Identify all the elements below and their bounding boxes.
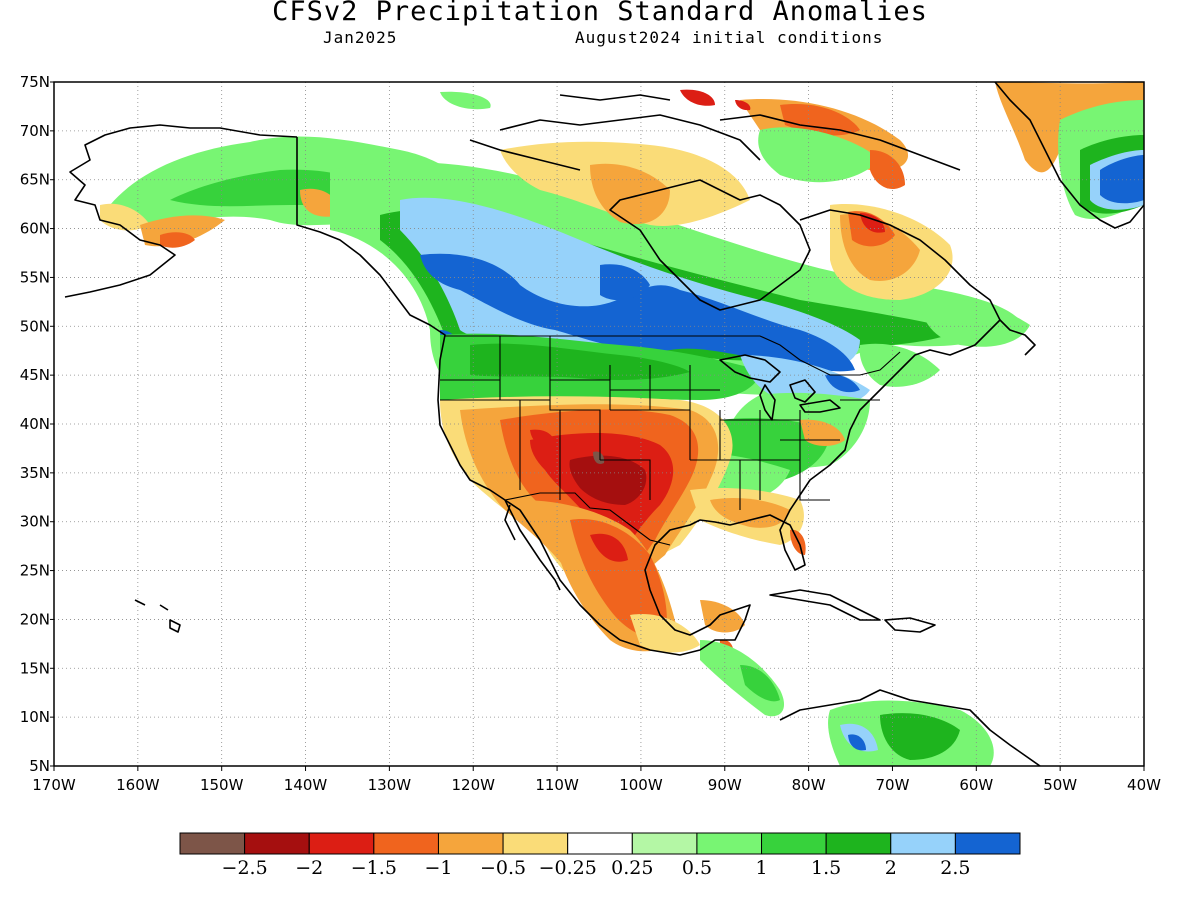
- latitude-labels: 75N 70N 65N 60N 55N 50N 45N 40N 35N 30N 25N 20N 15N 1…: [20, 73, 54, 775]
- lat-label: 10N: [20, 708, 50, 726]
- anomaly-region: [470, 343, 690, 380]
- colorbar: [179, 832, 1021, 855]
- anomaly-region: [825, 374, 860, 393]
- lat-label: 55N: [20, 268, 50, 286]
- anomaly-region: [530, 429, 555, 447]
- anomaly-region: [800, 419, 845, 446]
- colorbar-swatch: [437, 832, 504, 855]
- lat-label: 20N: [20, 610, 50, 628]
- colorbar-label: 1.5: [811, 857, 841, 879]
- colorbar-label: −0.5: [480, 857, 526, 879]
- coastlines: [64, 82, 1144, 766]
- colorbar-swatch: [244, 832, 310, 855]
- colorbar-label: 2.5: [940, 857, 970, 879]
- anomaly-region: [780, 104, 860, 136]
- chart-title: CFSv2 Precipitation Standard Anomalies: [272, 0, 928, 27]
- colorbar-label: −1.5: [351, 857, 397, 879]
- lon-label: 70W: [876, 776, 910, 794]
- colorbar-label: 0.25: [611, 857, 653, 879]
- anomaly-region: [870, 150, 905, 190]
- colorbar-swatch: [954, 832, 1021, 855]
- lon-label: 120W: [451, 776, 495, 794]
- lon-label: 150W: [200, 776, 244, 794]
- anomaly-region: [569, 455, 647, 505]
- lat-label: 65N: [20, 171, 50, 189]
- anomaly-region: [1100, 155, 1144, 204]
- lon-label: 90W: [708, 776, 742, 794]
- lon-label: 100W: [619, 776, 663, 794]
- anomaly-region: [880, 713, 960, 760]
- lon-label: 110W: [535, 776, 579, 794]
- colorbar-swatch: [696, 832, 763, 855]
- anomaly-region: [735, 100, 751, 111]
- anomaly-region: [590, 533, 628, 562]
- lon-label: 40W: [1127, 776, 1161, 794]
- lat-label: 35N: [20, 464, 50, 482]
- lon-label: 80W: [792, 776, 826, 794]
- forecast-month: Jan2025: [323, 28, 398, 47]
- lat-label: 50N: [20, 317, 50, 335]
- colorbar-swatch: [567, 832, 633, 855]
- lon-label: 160W: [116, 776, 160, 794]
- colorbar-label: 0.5: [682, 857, 712, 879]
- lat-label: 15N: [20, 659, 50, 677]
- lat-label: 70N: [20, 122, 50, 140]
- lat-label: 30N: [20, 513, 50, 531]
- lon-label: 50W: [1043, 776, 1077, 794]
- lat-label: 40N: [20, 415, 50, 433]
- anomaly-region: [758, 127, 880, 183]
- colorbar-swatch: [179, 832, 246, 855]
- colorbar-labels: −2.5 −2 −1.5 −1 −0.5 −0.25 0.25 0.5 1 1.5 2 2.5: [222, 857, 971, 879]
- colorbar-swatch: [373, 832, 439, 855]
- anomaly-region: [600, 264, 650, 301]
- lat-label: 45N: [20, 366, 50, 384]
- colorbar-swatch: [890, 832, 956, 855]
- political-borders: [440, 335, 901, 546]
- anomaly-region: [440, 91, 491, 110]
- anomaly-region: [848, 734, 866, 751]
- colorbar-label: 2: [885, 857, 897, 879]
- anomaly-region: [710, 498, 790, 528]
- initial-conditions: August2024 initial conditions: [575, 28, 884, 47]
- lat-label: 75N: [20, 73, 50, 91]
- anomaly-region: [570, 519, 667, 640]
- lon-label: 60W: [959, 776, 993, 794]
- colorbar-label: 1: [755, 857, 767, 879]
- colorbar-label: −2.5: [222, 857, 268, 879]
- lat-label: 60N: [20, 220, 50, 238]
- colorbar-swatch: [502, 832, 569, 855]
- colorbar-swatch: [308, 832, 375, 855]
- anomaly-region: [859, 343, 940, 387]
- colorbar-swatch: [761, 832, 827, 855]
- colorbar-label: −2: [295, 857, 323, 879]
- anomaly-region: [420, 253, 855, 372]
- colorbar-label: −0.25: [539, 857, 597, 879]
- anomaly-region: [630, 614, 700, 653]
- lat-label: 25N: [20, 562, 50, 580]
- anomaly-region: [680, 89, 715, 106]
- colorbar-label: −1: [424, 857, 452, 879]
- lon-label: 130W: [368, 776, 412, 794]
- lat-label: 5N: [29, 757, 50, 775]
- colorbar-swatch: [631, 832, 698, 855]
- anomaly-region: [740, 665, 780, 702]
- anomaly-region: [160, 232, 195, 248]
- colorbar-swatch: [825, 832, 892, 855]
- lon-label: 140W: [284, 776, 328, 794]
- lon-label: 170W: [32, 776, 76, 794]
- anomaly-region: [920, 298, 1030, 347]
- longitude-labels: 170W 160W 150W 140W 130W 120W 110W 100W 90W 80W 70…: [32, 766, 1161, 794]
- anomaly-region: [593, 451, 605, 464]
